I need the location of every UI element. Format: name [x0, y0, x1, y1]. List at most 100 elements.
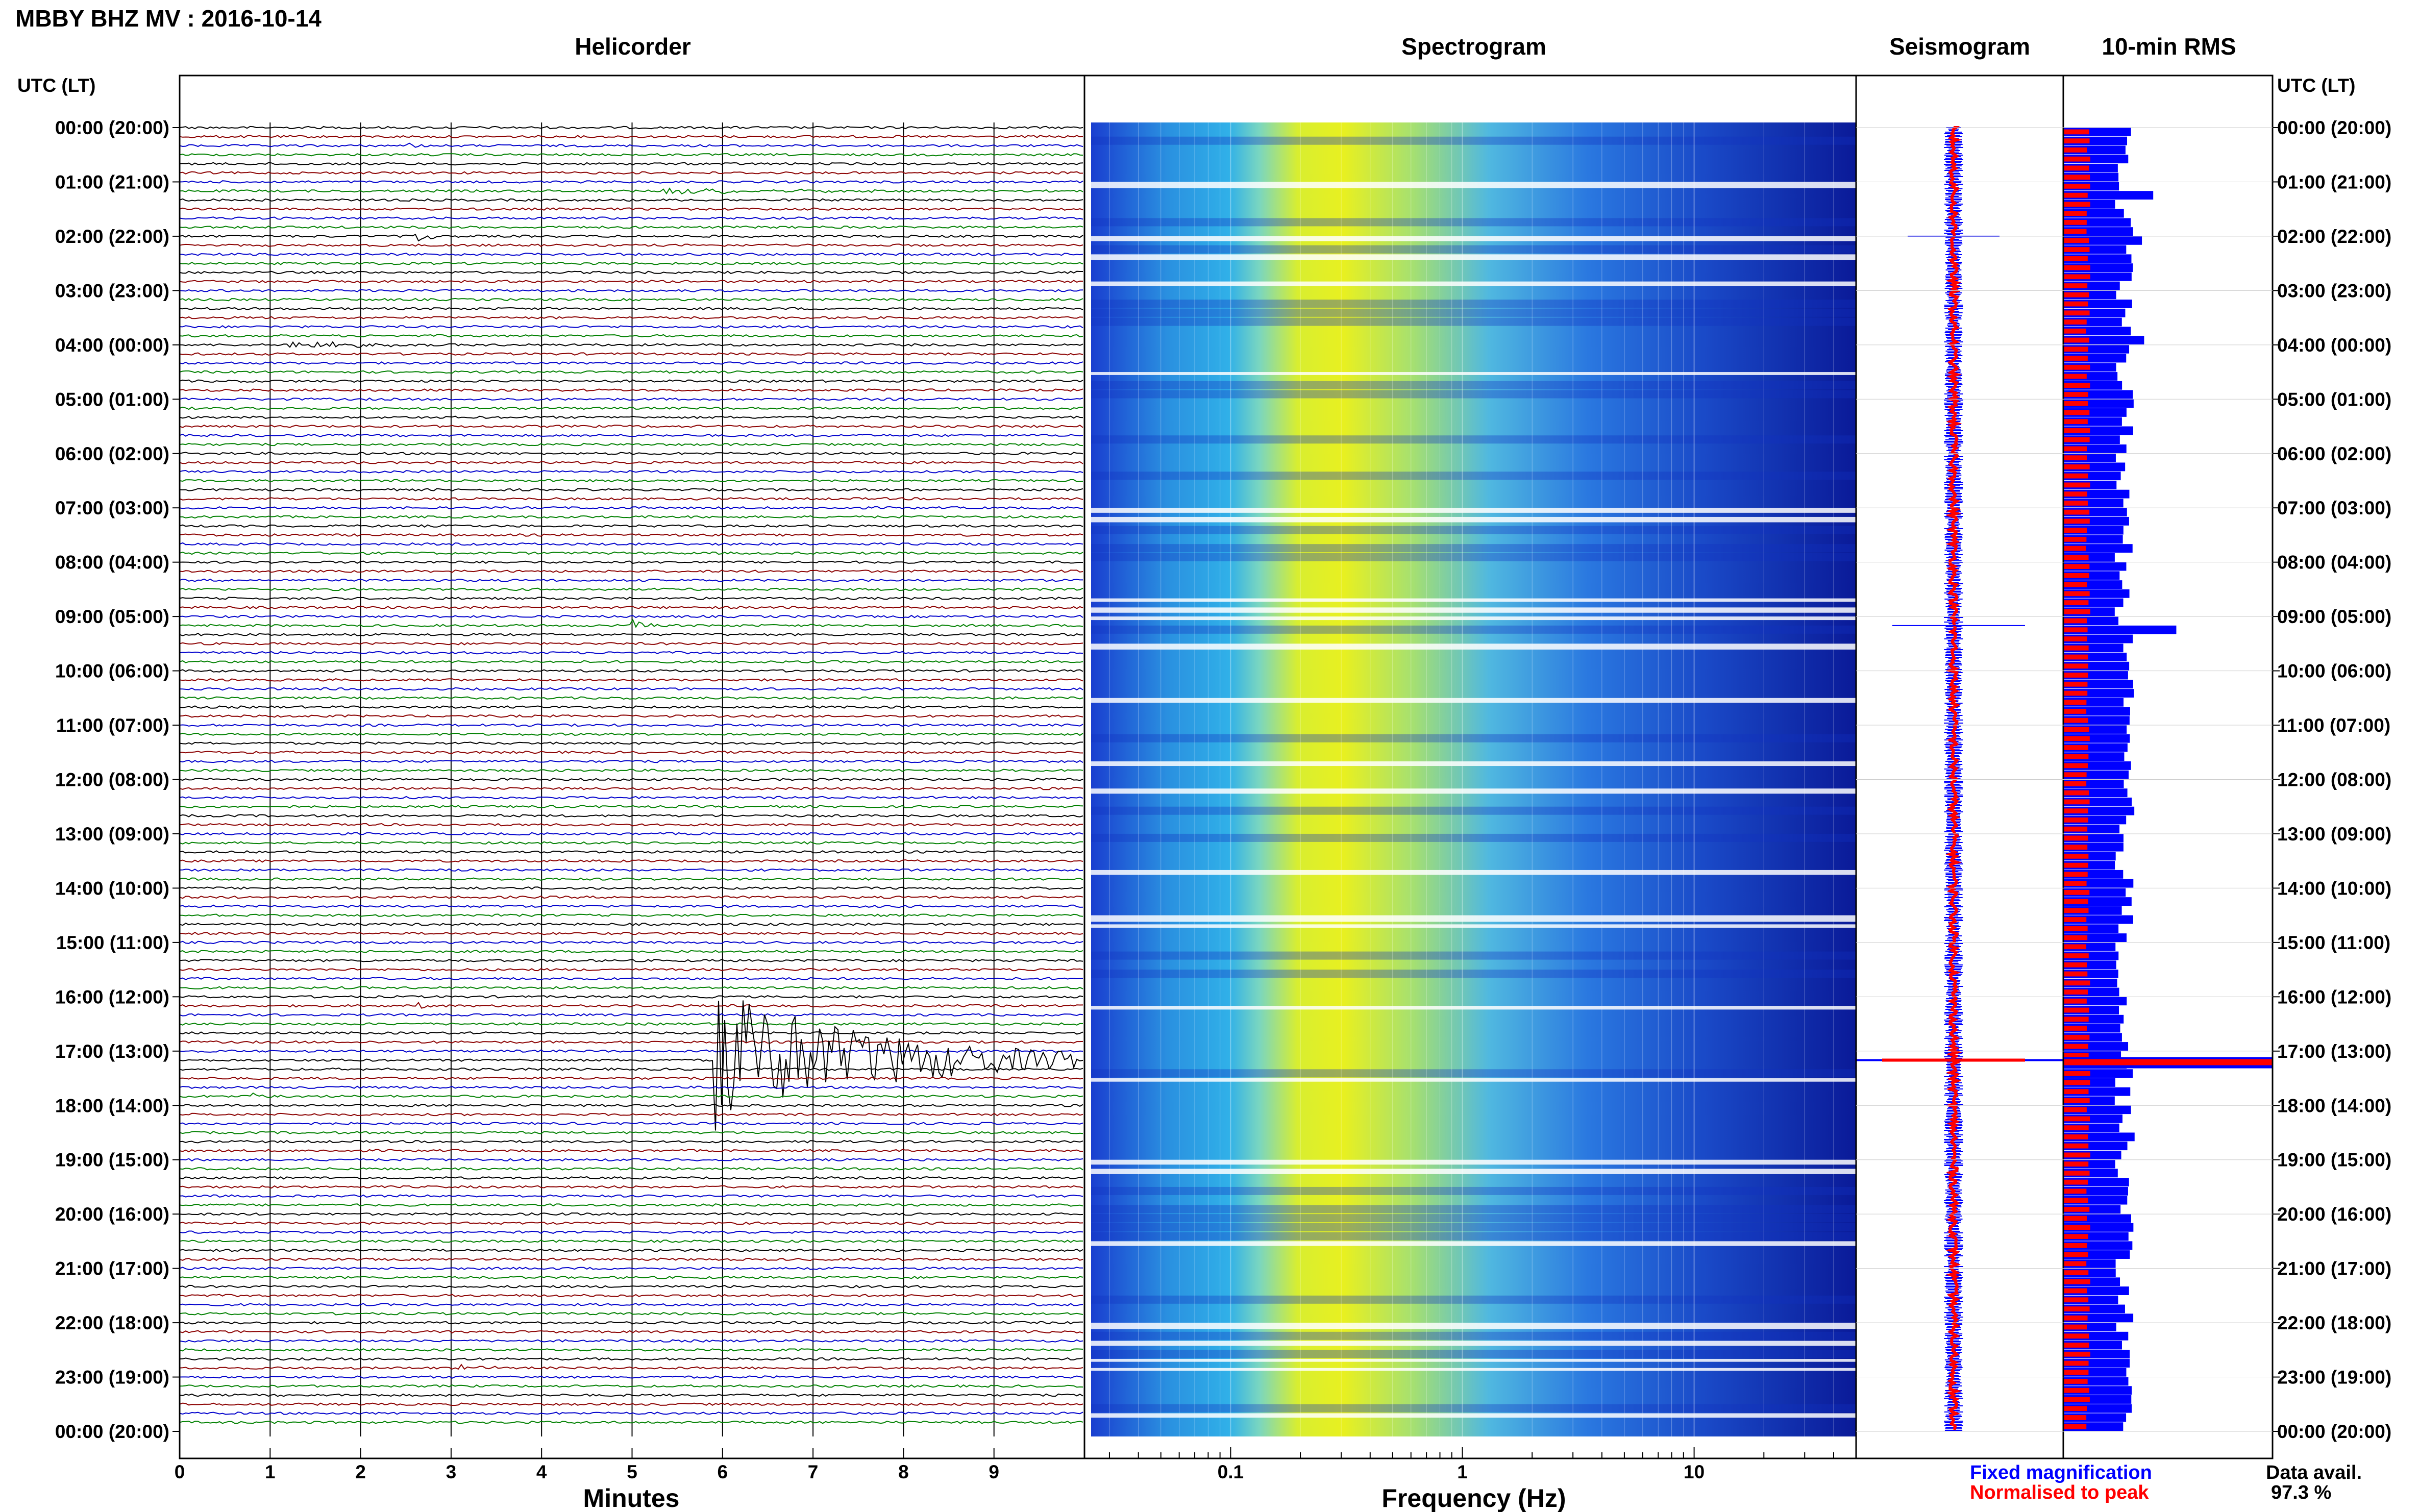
minute-tick-label: 8: [898, 1461, 909, 1482]
rms-normalised-bar: [2063, 1333, 2089, 1339]
helicorder-trace: [179, 958, 1083, 962]
helicorder-trace: [179, 171, 1083, 175]
hour-label-right: 13:00 (09:00): [2277, 824, 2391, 845]
helicorder-trace: [179, 551, 1083, 555]
helicorder-trace: [179, 280, 1083, 283]
hour-label-left: 05:00 (01:00): [55, 389, 169, 410]
rms-normalised-bar: [2063, 845, 2088, 850]
hour-label-left: 10:00 (06:00): [55, 661, 169, 682]
rms-normalised-bar: [2063, 627, 2088, 633]
hour-label-right: 00:00 (20:00): [2277, 1421, 2391, 1442]
rms-title: 10-min RMS: [2102, 33, 2236, 60]
rms-normalised-bar: [2063, 564, 2090, 569]
helicorder-trace: [179, 542, 1083, 546]
helicorder-trace: [179, 597, 1083, 601]
rms-normalised-bar: [2063, 138, 2090, 144]
helicorder-trace: [179, 1031, 1083, 1035]
helicorder-trace: [179, 995, 1083, 999]
helicorder-trace: [179, 641, 1083, 646]
rms-normalised-bar: [2063, 1143, 2089, 1149]
helicorder-trace: [179, 341, 1083, 348]
helicorder-trace: [179, 243, 1083, 247]
helicorder-trace: [179, 614, 1083, 618]
helicorder-trace: [179, 469, 1083, 474]
data-availability-label: Data avail.: [2266, 1462, 2362, 1483]
rms-normalised-bar: [2063, 944, 2087, 950]
helicorder-trace: [179, 1049, 1083, 1053]
helicorder-trace: [179, 904, 1083, 908]
spectrogram-gap: [1091, 761, 1856, 766]
hour-label-right: 04:00 (00:00): [2277, 335, 2391, 356]
hour-label-left: 17:00 (13:00): [55, 1041, 169, 1062]
spectrogram-gap: [1091, 598, 1856, 602]
rms-normalised-bar: [2063, 645, 2089, 651]
spectrogram-band: [1091, 435, 1856, 444]
spectrogram-gap: [1091, 1006, 1856, 1010]
data-availability-value: 97.3 %: [2271, 1482, 2331, 1503]
hour-label-right: 20:00 (16:00): [2277, 1204, 2391, 1225]
helicorder-trace: [180, 986, 1083, 989]
helicorder-trace: [179, 1103, 1083, 1107]
rms-normalised-bar: [2063, 1179, 2088, 1185]
rms-normalised-bar: [2063, 446, 2087, 452]
spectrogram-band: [1091, 1350, 1856, 1358]
helicorder-trace: [179, 442, 1083, 447]
rms-normalised-bar: [2063, 862, 2088, 868]
spectrogram-band: [1091, 970, 1856, 978]
hour-label-right: 05:00 (01:00): [2277, 389, 2391, 410]
helicorder-trace: [179, 253, 1083, 256]
helicorder-trace: [179, 850, 1083, 854]
helicorder-trace: [179, 778, 1083, 781]
frequency-axis-label: Frequency (Hz): [1381, 1484, 1566, 1512]
helicorder-trace: [179, 1230, 1083, 1234]
helicorder-trace: [179, 234, 1083, 242]
helicorder-trace: [179, 1348, 1083, 1352]
helicorder-trace: [179, 1330, 1083, 1334]
helicorder-trace: [179, 750, 1083, 754]
helicorder-trace: [179, 940, 1083, 945]
rms-normalised-bar: [2063, 1107, 2087, 1112]
spectrogram-field: [1091, 122, 1856, 1436]
helicorder-trace: [179, 723, 1083, 727]
rms-normalised-bar: [2063, 219, 2087, 225]
spectrogram-band: [1091, 308, 1856, 317]
spectrogram-title: Spectrogram: [1401, 33, 1546, 60]
hour-label-right: 23:00 (19:00): [2277, 1367, 2391, 1388]
helicorder-trace: [179, 187, 1083, 195]
helicorder-trace: [179, 142, 1083, 148]
helicorder-trace: [179, 1076, 1083, 1080]
helicorder-trace: [179, 923, 1083, 926]
panel-frame: [2062, 75, 2274, 1459]
spectrogram-band: [1091, 734, 1856, 742]
rms-normalised-bar: [2063, 1270, 2089, 1275]
rms-normalised-bar: [2063, 301, 2088, 307]
helicorder-trace: [179, 832, 1083, 836]
helicorder-trace: [179, 207, 1083, 211]
helicorder-trace: [179, 1131, 1083, 1134]
rms-normalised-bar: [2063, 1234, 2088, 1239]
spectrogram-band: [1091, 833, 1856, 842]
rms-normalised-bar: [2063, 1387, 2089, 1393]
helicorder-trace: [179, 796, 1083, 800]
minute-tick-label: 5: [627, 1461, 637, 1482]
helicorder-trace: [179, 289, 1083, 292]
rms-normalised-bar: [2063, 1225, 2090, 1230]
rms-normalised-bar: [2063, 337, 2089, 343]
rms-normalised-bar: [2063, 555, 2089, 560]
rms-normalised-bar: [2063, 184, 2090, 189]
hour-label-left: 02:00 (22:00): [55, 226, 169, 247]
helicorder-trace: [179, 660, 1083, 664]
rms-normalised-bar: [2063, 609, 2090, 614]
helicorder-trace: [179, 1112, 1083, 1117]
helicorder-trace: [179, 1303, 1083, 1306]
rms-normalised-bar: [2063, 1306, 2090, 1311]
rms-normalised-bar: [2063, 1288, 2087, 1294]
hour-label-left: 08:00 (04:00): [55, 552, 169, 573]
hour-label-left: 15:00 (11:00): [56, 932, 169, 953]
helicorder-trace: [179, 1085, 1083, 1089]
rms-normalised-bar: [2063, 772, 2087, 778]
rms-normalised-bar: [2063, 1026, 2087, 1031]
rms-normalised-bar: [2063, 899, 2088, 904]
frequency-axis-ticks: 0.1 1 10: [1108, 1447, 1834, 1482]
